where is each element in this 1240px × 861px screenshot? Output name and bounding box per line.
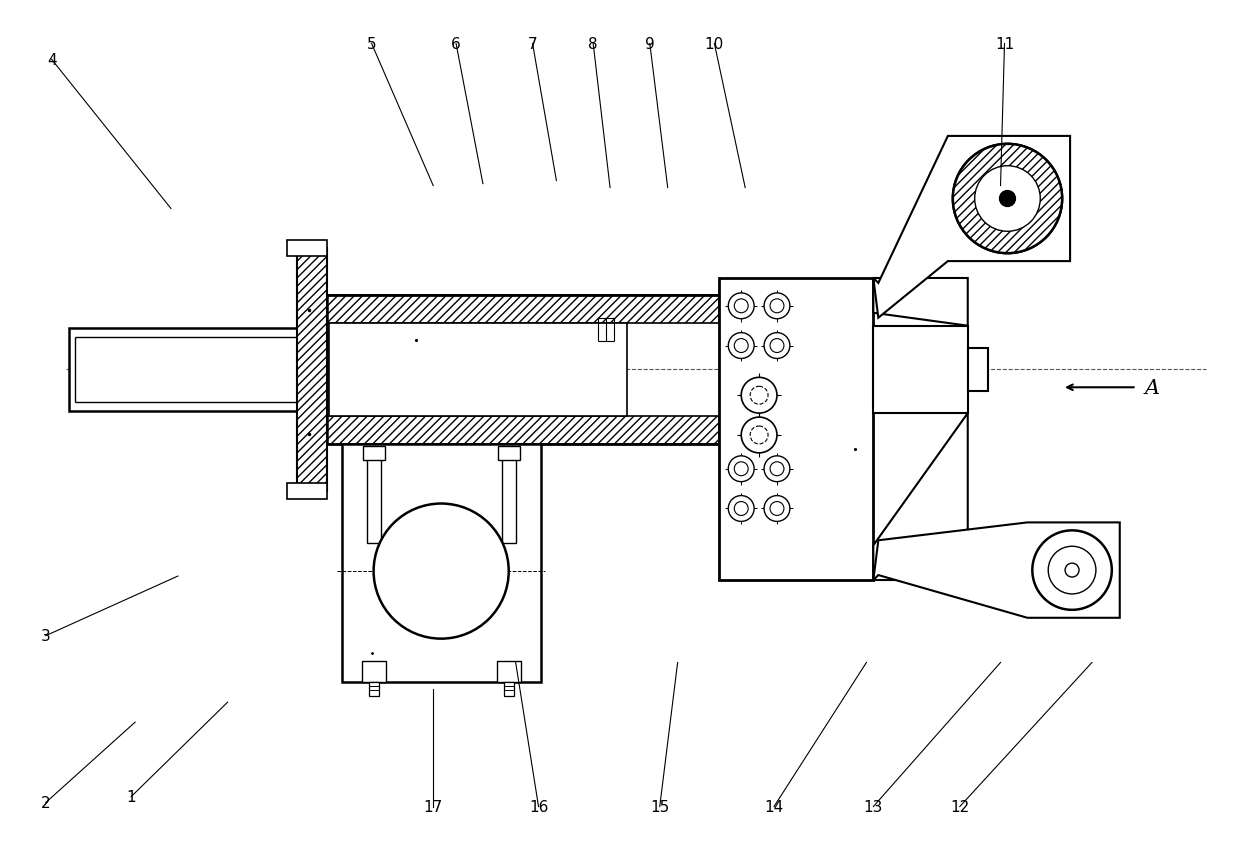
Circle shape <box>728 333 754 359</box>
Circle shape <box>1048 547 1096 594</box>
Circle shape <box>1065 563 1079 578</box>
Circle shape <box>764 496 790 522</box>
Text: A: A <box>1145 378 1159 397</box>
Circle shape <box>975 166 1040 232</box>
Polygon shape <box>873 523 1120 618</box>
Bar <box>497 446 520 461</box>
Text: 9: 9 <box>645 37 655 52</box>
Text: 1: 1 <box>126 790 136 804</box>
Bar <box>68 328 298 412</box>
Polygon shape <box>873 413 967 580</box>
Circle shape <box>764 333 790 359</box>
Text: 10: 10 <box>704 37 724 52</box>
Text: 7: 7 <box>528 37 537 52</box>
Circle shape <box>750 426 768 444</box>
Circle shape <box>952 145 1063 254</box>
Text: 2: 2 <box>41 796 51 810</box>
Text: 8: 8 <box>588 37 598 52</box>
Circle shape <box>734 300 748 313</box>
Circle shape <box>999 191 1016 208</box>
Circle shape <box>770 462 784 476</box>
Circle shape <box>770 300 784 313</box>
Circle shape <box>728 496 754 522</box>
Bar <box>329 324 627 417</box>
Circle shape <box>373 504 508 639</box>
Bar <box>368 683 378 697</box>
Bar <box>967 348 987 392</box>
Circle shape <box>742 418 777 454</box>
Bar <box>288 483 327 499</box>
Circle shape <box>728 294 754 319</box>
Polygon shape <box>873 279 967 326</box>
Bar <box>362 446 384 461</box>
Circle shape <box>734 502 748 516</box>
Circle shape <box>734 462 748 476</box>
Text: 6: 6 <box>451 37 461 52</box>
Circle shape <box>764 294 790 319</box>
Bar <box>502 455 516 543</box>
Text: 5: 5 <box>367 37 377 52</box>
Circle shape <box>770 339 784 353</box>
Bar <box>327 295 719 324</box>
Circle shape <box>1033 530 1112 610</box>
Bar <box>327 417 719 444</box>
Polygon shape <box>873 137 1070 319</box>
Bar <box>873 326 967 413</box>
Text: 4: 4 <box>47 53 57 68</box>
Bar <box>298 249 327 491</box>
Circle shape <box>750 387 768 405</box>
Text: 11: 11 <box>994 37 1014 52</box>
Circle shape <box>734 339 748 353</box>
Circle shape <box>742 378 777 413</box>
Text: 3: 3 <box>41 629 51 643</box>
Bar <box>362 660 386 683</box>
Text: 16: 16 <box>528 799 548 815</box>
Bar <box>288 241 327 257</box>
Text: 15: 15 <box>650 799 670 815</box>
Text: 13: 13 <box>864 799 883 815</box>
Circle shape <box>728 456 754 482</box>
Text: 14: 14 <box>764 799 784 815</box>
Bar <box>367 455 381 543</box>
Bar <box>342 444 541 683</box>
Text: 17: 17 <box>424 799 443 815</box>
Bar <box>497 660 521 683</box>
Bar <box>719 279 873 580</box>
Circle shape <box>770 502 784 516</box>
Circle shape <box>764 456 790 482</box>
Text: 12: 12 <box>950 799 970 815</box>
Bar <box>503 683 513 697</box>
